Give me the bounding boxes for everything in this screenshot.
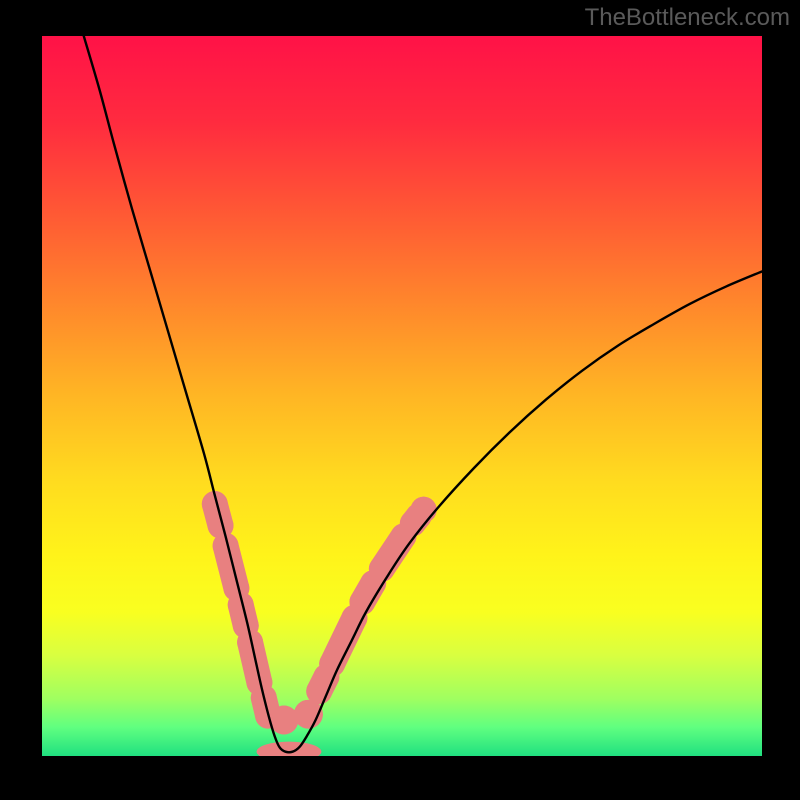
highlight-markers: [202, 491, 437, 756]
chart-plot-area: [42, 36, 762, 756]
v-curve-path: [84, 36, 762, 752]
watermark: TheBottleneck.com: [585, 4, 790, 32]
bottleneck-curve: [42, 36, 762, 756]
